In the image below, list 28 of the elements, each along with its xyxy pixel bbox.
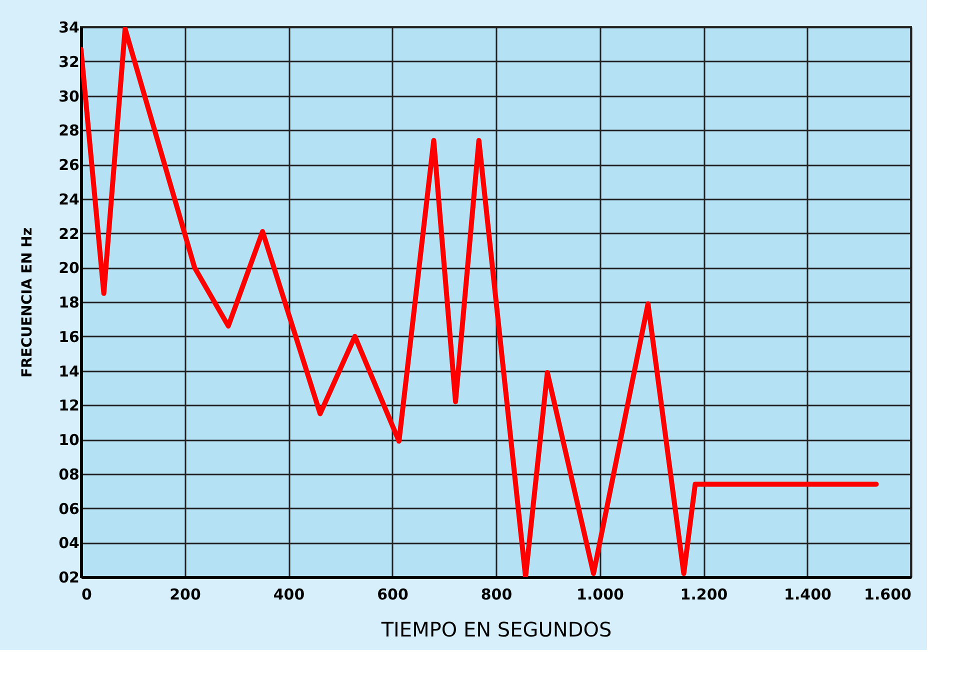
x-tick-label: 600	[377, 586, 408, 604]
x-axis-title: TIEMPO EN SEGUNDOS	[380, 618, 612, 642]
y-tick-label: 04	[58, 534, 80, 552]
x-tick-label: 0	[82, 586, 92, 604]
x-tick-label: 200	[170, 586, 201, 604]
x-tick-label: 1.200	[680, 586, 728, 604]
y-tick-label: 30	[58, 87, 80, 106]
y-tick-label: 10	[58, 431, 80, 449]
x-tick-label: 1.000	[576, 586, 624, 604]
y-tick-label: 08	[58, 465, 80, 484]
y-tick-label: 24	[58, 190, 80, 208]
x-tick-label: 800	[480, 586, 512, 604]
x-tick-label: 400	[273, 586, 305, 604]
x-tick-label: 1.600	[864, 586, 912, 604]
y-tick-label: 34	[58, 18, 80, 36]
x-tick-label: 1.400	[784, 586, 832, 604]
y-tick-label: 32	[58, 52, 80, 71]
y-tick-label: 14	[58, 362, 80, 380]
y-tick-label: 18	[58, 294, 80, 312]
y-tick-label: 20	[58, 259, 80, 278]
y-tick-label: 26	[58, 156, 80, 174]
y-tick-label: 12	[58, 396, 80, 415]
y-tick-label: 22	[58, 224, 80, 243]
y-tick-label: 16	[58, 328, 80, 346]
y-tick-label: 28	[58, 122, 80, 140]
y-tick-label: 02	[58, 568, 80, 586]
y-tick-label: 06	[58, 500, 80, 518]
y-axis-title: FRECUENCIA EN Hz	[20, 227, 36, 378]
